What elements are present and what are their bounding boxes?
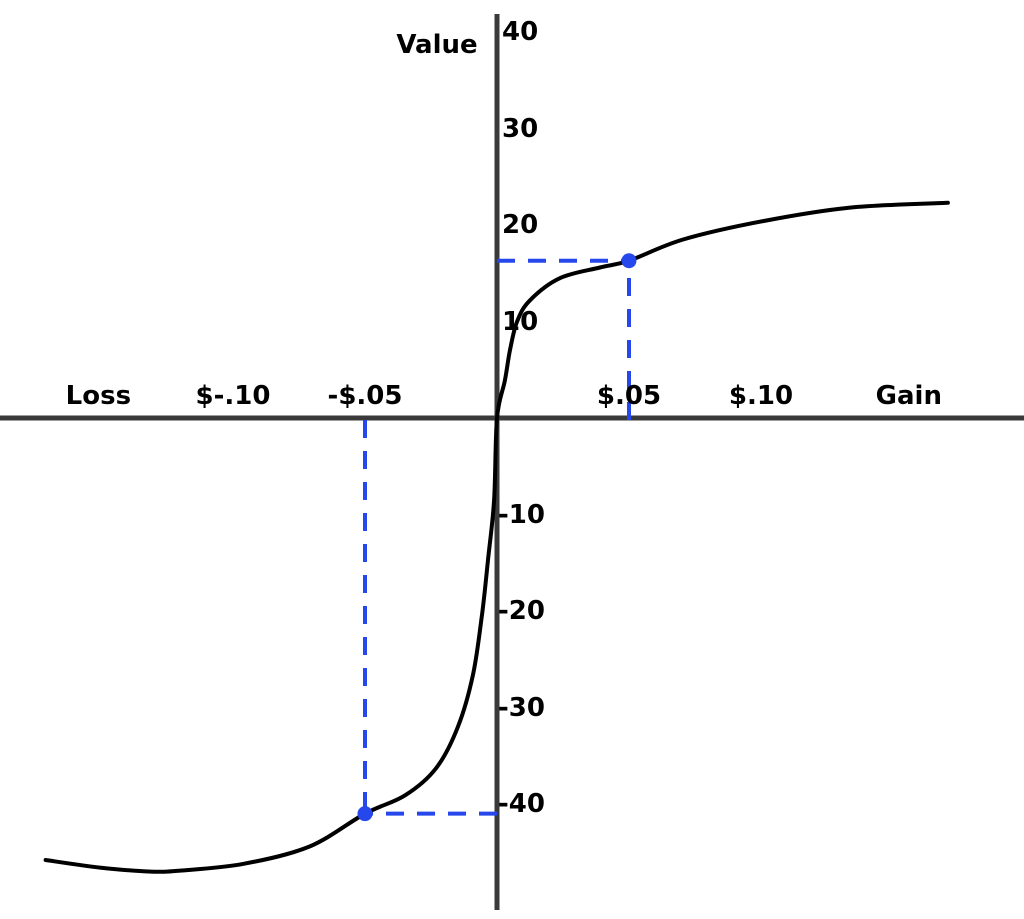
y-tick-label--20: -20 (498, 596, 545, 626)
gain-reference-point-dot (621, 253, 637, 269)
y-tick-label-30: 30 (502, 113, 539, 144)
x-tick-label-0.05: $.05 (596, 381, 662, 411)
y-tick-label-20: 20 (502, 210, 539, 240)
x-tick-label--0.05: -$.05 (327, 381, 403, 411)
y-tick-label--30: -30 (498, 692, 545, 723)
x-axis-gain-label: Gain (875, 381, 942, 411)
x-tick-label-0.1: $.10 (728, 381, 794, 411)
value-function-curve (43, 200, 950, 874)
y-tick-label--40: -40 (498, 789, 545, 819)
y-tick-label-40: 40 (502, 17, 539, 47)
y-tick-label-10: 10 (502, 306, 539, 337)
x-tick-label--0.1: $-.10 (195, 381, 271, 411)
y-tick-label--10: -10 (498, 499, 545, 530)
loss-reference-point-dot (357, 806, 373, 822)
y-axis-title: Value (396, 30, 478, 60)
x-axis-loss-label: Loss (65, 381, 132, 411)
